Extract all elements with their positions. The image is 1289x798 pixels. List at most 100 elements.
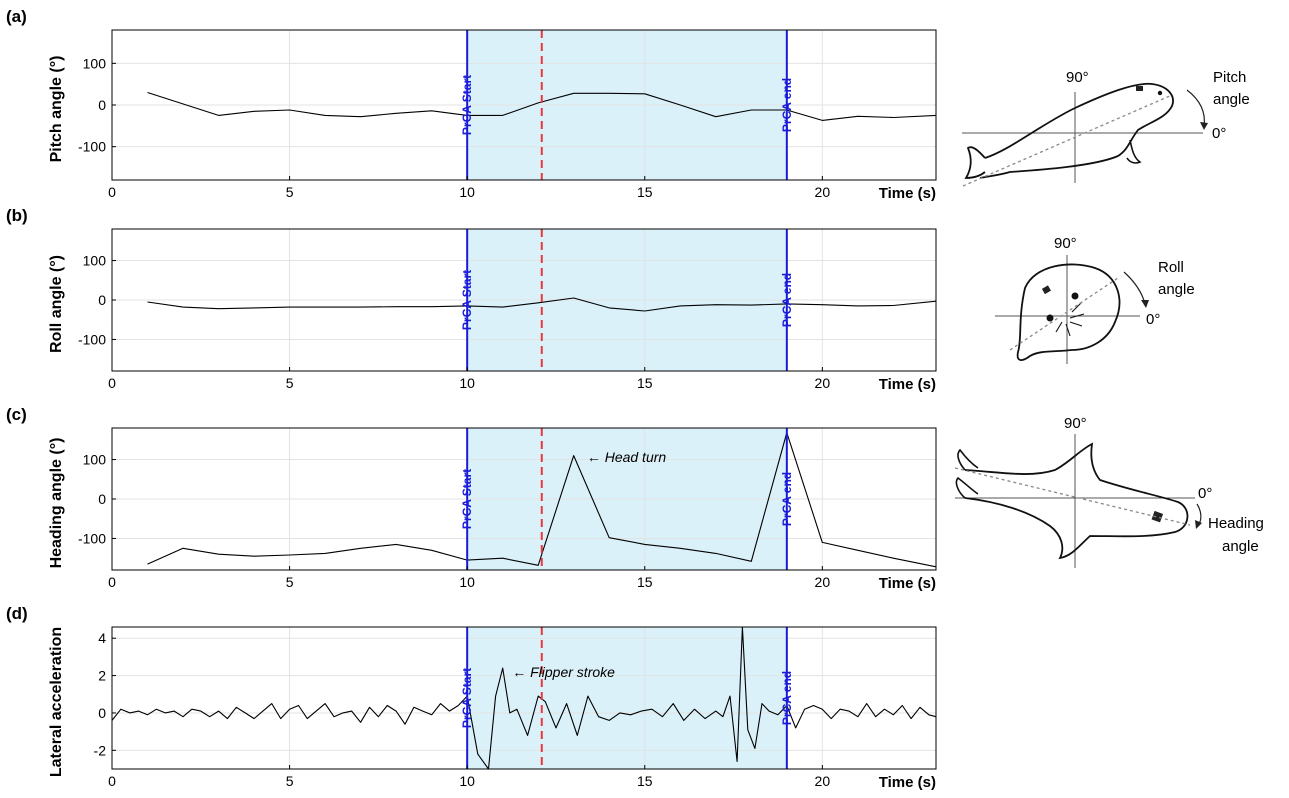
x-tick-label: 20 [815,375,831,391]
seal-hind-flippers [964,146,986,179]
roll-angle-label-2: angle [1158,281,1195,298]
roll-diagram: 90° 0° Roll angle [995,235,1195,364]
seal-head-front [1016,263,1121,361]
y-tick-label: -2 [94,742,107,758]
x-axis-label: Time (s) [879,774,936,791]
prca-end-label: PrCA end [780,78,794,132]
heading-0-label: 0° [1198,485,1212,502]
y-tick-label: 100 [83,452,107,468]
axes-box [111,626,937,770]
y-tick-label: -100 [78,530,106,546]
seal-body-side [979,82,1174,179]
roll-tag-icon [1041,285,1051,295]
pitch-angle-label-1: Pitch [1213,69,1246,86]
y-tick-label: 0 [98,705,106,721]
seal-fore-flipper [1126,139,1142,164]
x-tick-label: 0 [108,184,116,200]
panel-letter: (b) [6,206,28,225]
x-tick-label: 10 [459,375,475,391]
x-tick-label: 5 [286,773,294,789]
x-tick-label: 20 [815,773,831,789]
chart-panel-4: PrCA Start PrCA end ← Flipper stroke 0 5 10 15… [6,604,937,791]
x-tick-label: 0 [108,773,116,789]
heading-arrowhead-icon [1195,520,1202,529]
chart-panel-1: PrCA Start PrCA end 0 5 10 15 20 -100 0 100 Time (… [6,7,937,202]
panel-letter: (c) [6,405,27,424]
prca-start-label: PrCA Start [460,270,474,330]
x-tick-label: 15 [637,773,653,789]
y-tick-label: 100 [83,55,107,71]
prca-start-label: PrCA Start [460,75,474,135]
roll-eye-right-icon [1046,314,1054,322]
data-series-line [147,432,937,568]
x-tick-label: 10 [459,773,475,789]
y-tick-label: 100 [83,253,107,269]
heading-90-label: 90° [1064,415,1087,432]
data-series-line [147,91,937,121]
data-series-line [111,626,937,770]
pitch-body-axis [962,94,1173,187]
roll-arrowhead-icon [1141,300,1149,308]
seal-tail-flippers [955,448,979,499]
prca-start-label: PrCA Start [460,668,474,728]
x-tick-label: 20 [815,574,831,590]
y-tick-label: 0 [98,292,106,308]
prca-shaded-region [467,627,787,769]
x-tick-label: 15 [637,375,653,391]
pitch-arrowhead-icon [1200,122,1208,130]
roll-eye-left-icon [1071,292,1079,300]
annotation-label: ← Head turn [587,449,667,465]
y-tick-label: 0 [98,97,106,113]
roll-body-axis [1009,277,1119,351]
heading-diagram: 90° 0° Heading angle [954,415,1264,568]
x-tick-label: 20 [815,184,831,200]
heading-body-axis [954,467,1191,526]
prca-start-label: PrCA Start [460,469,474,529]
prca-end-label: PrCA end [780,472,794,526]
data-series-line [147,297,937,312]
roll-whiskers-icon [1055,301,1085,337]
x-tick-label: 5 [286,574,294,590]
y-tick-label: 0 [98,491,106,507]
heading-angle-label-1: Heading [1208,515,1264,532]
x-tick-label: 5 [286,375,294,391]
pitch-0-label: 0° [1212,125,1226,142]
heading-angle-label-2: angle [1222,538,1259,555]
y-axis-label: Roll angle (°) [48,255,65,353]
x-tick-label: 0 [108,574,116,590]
pitch-90-label: 90° [1066,69,1089,86]
x-tick-label: 15 [637,574,653,590]
chart-panel-3: PrCA Start PrCA end ← Head turn 0 5 10 15 20 -10… [6,405,937,592]
pitch-diagram: 90° 0° Pitch angle [962,69,1250,187]
y-tick-label: -100 [78,331,106,347]
x-tick-label: 0 [108,375,116,391]
y-axis-label: Pitch angle (°) [48,56,65,163]
x-axis-label: Time (s) [879,185,936,202]
chart-panel-2: PrCA Start PrCA end 0 5 10 15 20 -100 0 100 Time (… [6,206,937,393]
prca-end-label: PrCA end [780,671,794,725]
x-axis-label: Time (s) [879,575,936,592]
pitch-angle-arrow [1186,89,1205,127]
y-tick-label: 2 [98,668,106,684]
panel-letter: (a) [6,7,27,26]
heading-tag-icon [1151,510,1164,523]
annotation-label: ← Flipper stroke [512,664,615,680]
x-tick-label: 5 [286,184,294,200]
y-tick-label: 4 [98,630,106,646]
seal-eye-icon [1157,90,1163,96]
x-axis-label: Time (s) [879,376,936,393]
panel-letter: (d) [6,604,28,623]
y-axis-label: Lateral acceleration [48,627,65,777]
x-tick-label: 10 [459,574,475,590]
y-axis-label: Heading angle (°) [48,438,65,569]
seal-body-top [964,442,1189,560]
x-tick-label: 10 [459,184,475,200]
pitch-angle-label-2: angle [1213,91,1250,108]
roll-angle-label-1: Roll [1158,259,1184,276]
prca-end-label: PrCA end [780,273,794,327]
x-tick-label: 15 [637,184,653,200]
roll-0-label: 0° [1146,311,1160,328]
roll-angle-arrow [1123,271,1146,305]
